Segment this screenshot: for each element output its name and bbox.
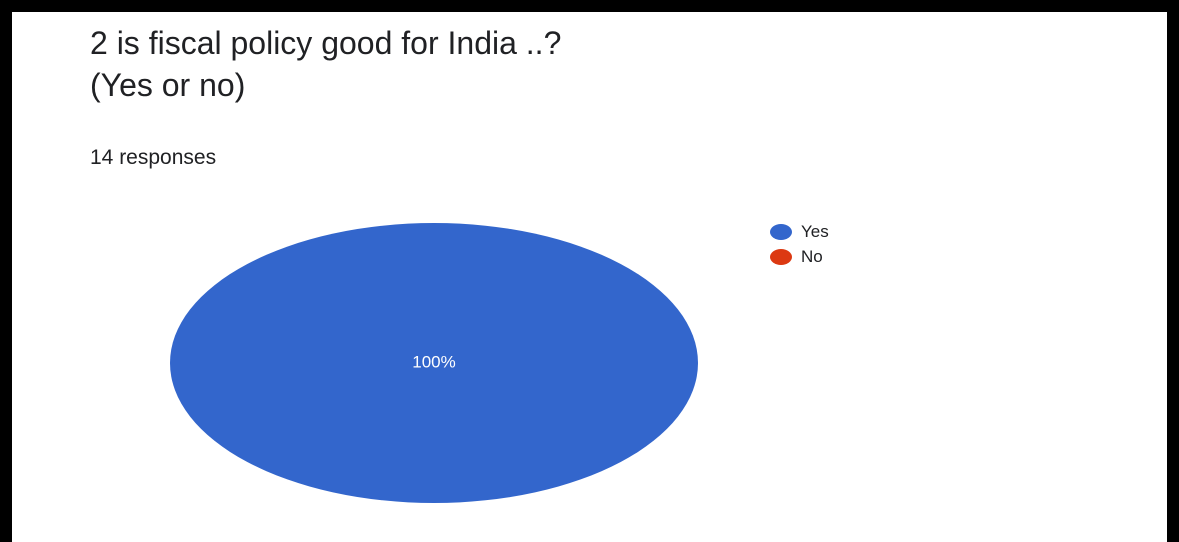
question-title: 2 is fiscal policy good for India ..? (Y…: [90, 25, 562, 103]
legend-label-no: No: [801, 246, 823, 266]
pie-label-yes: 100%: [412, 352, 455, 371]
pie-chart: 100%: [170, 223, 698, 503]
legend-item-no[interactable]: No: [770, 244, 829, 269]
response-count: 14 responses: [90, 146, 217, 169]
legend-label-yes: Yes: [801, 221, 829, 241]
legend-swatch-no: [770, 248, 792, 265]
legend-swatch-yes: [770, 223, 792, 240]
legend-item-yes[interactable]: Yes: [770, 219, 829, 244]
chart-card: 2 is fiscal policy good for India ..? (Y…: [12, 12, 1167, 542]
pie-slice-yes: [170, 223, 698, 503]
chart-legend: Yes No: [770, 219, 829, 269]
